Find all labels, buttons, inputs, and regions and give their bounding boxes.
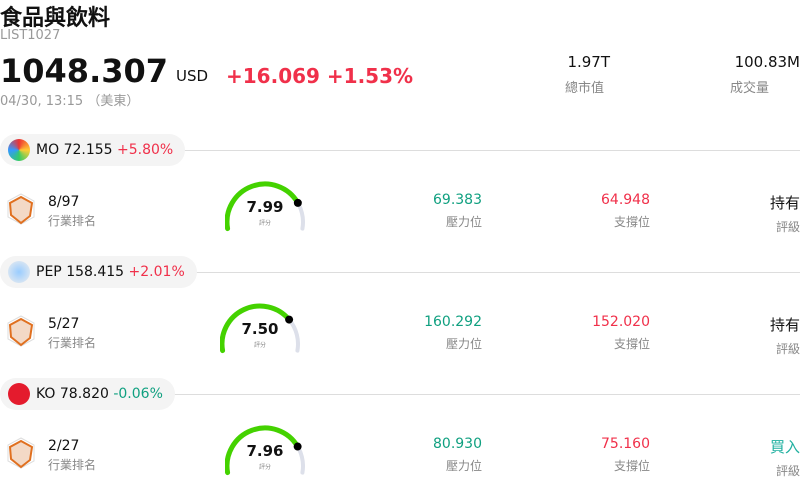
stock-header-pep: PEP 158.415 +2.01% [0,256,800,288]
company-logo-icon [8,139,30,161]
stock-pill[interactable]: MO 72.155 +5.80% [0,134,186,166]
volume-label: 成交量 [730,81,770,96]
rating-label: 評級 [775,220,800,234]
rating-value: 持有 [769,194,800,212]
stock-change: +5.80% [117,142,174,158]
stock-price: 72.155 [63,142,113,158]
gauge-marker [293,198,302,207]
industry-rank: 8/97 行業排名 [48,194,96,229]
support-value: 152.020 [592,314,650,330]
rating: 買入 評級 [770,436,800,479]
score-value: 7.99 [246,198,284,216]
volume: 100.83M 成交量 [720,53,800,96]
page-title: 食品與飲料 [0,6,111,31]
rank-value: 8/97 [48,194,80,210]
rank-label: 行業排名 [48,214,97,228]
stock-pill[interactable]: PEP 158.415 +2.01% [0,256,197,288]
score-gauge [225,425,305,476]
price-change: +16.069 +1.53% [226,64,413,88]
rank-value: 2/27 [48,438,80,454]
index-price: 1048.307 [0,52,169,90]
change-percent: +1.53% [326,64,414,88]
market-cap: 1.97T 總市值 [540,53,610,96]
score-value: 7.96 [246,442,284,460]
support-label: 支撐位 [613,215,650,229]
score-gauge [225,181,305,232]
rating-label: 評級 [775,464,800,478]
timestamp: 04/30, 13:15 （美東） [0,94,140,109]
resistance-value: 69.383 [433,192,482,208]
resistance: 160.292 壓力位 [424,314,482,352]
rating-label: 評級 [775,342,800,356]
rank-label: 行業排名 [48,336,97,350]
rating: 持有 評級 [770,192,800,235]
rank-label: 行業排名 [48,458,97,472]
stock-symbol: KO [36,386,56,402]
support-label: 支撐位 [613,337,650,351]
divider [150,272,800,273]
score-value: 7.50 [241,320,279,338]
stock-row[interactable]: 8/97 行業排名 7.99 評分 69.383 壓力位 64.948 支撐位 持有評… [0,181,800,244]
divider [150,394,800,395]
score-gauge [220,303,300,354]
resistance-label: 壓力位 [445,459,482,473]
gauge-marker [293,442,302,451]
support: 152.020 支撐位 [592,314,650,352]
stock-change: -0.06% [113,386,163,402]
rank-value: 5/27 [48,316,80,332]
company-logo-icon [8,383,30,405]
industry-rank: 5/27 行業排名 [48,316,96,351]
volume-value: 100.83M [734,53,800,71]
company-logo-icon [8,261,30,283]
radar-shield-icon [7,315,35,347]
radar-shield-icon [7,437,35,469]
stock-row[interactable]: 2/27 行業排名 7.96 評分 80.930 壓力位 75.160 支撐位 買入評… [0,425,800,488]
resistance-label: 壓力位 [445,215,482,229]
gauge-marker [285,315,294,324]
support-value: 64.948 [601,192,650,208]
resistance: 69.383 壓力位 [433,192,482,230]
gauge-fill [220,303,292,354]
rating: 持有 評級 [770,314,800,357]
resistance-value: 160.292 [424,314,482,330]
stock-symbol: MO [36,142,60,158]
stock-header-mo: MO 72.155 +5.80% [0,134,800,166]
support: 64.948 支撐位 [601,192,650,230]
support-label: 支撐位 [613,459,650,473]
industry-rank: 2/27 行業排名 [48,438,96,473]
resistance-label: 壓力位 [445,337,482,351]
market-cap-value: 1.97T [567,53,610,71]
stock-price: 158.415 [66,264,125,280]
support: 75.160 支撐位 [601,436,650,474]
stock-symbol: PEP [36,264,62,280]
score-label: 評分 [253,342,266,349]
resistance-value: 80.930 [433,436,482,452]
change-value: +16.069 [226,64,320,88]
support-value: 75.160 [601,436,650,452]
list-code: LIST1027 [0,28,61,43]
score-label: 評分 [258,464,271,471]
rating-value: 持有 [769,316,800,334]
score-label: 評分 [258,220,271,227]
stock-price: 78.820 [59,386,109,402]
stock-change: +2.01% [128,264,185,280]
stock-header-ko: KO 78.820 -0.06% [0,378,800,410]
gauge-fill [225,181,301,232]
divider [150,150,800,151]
stock-row[interactable]: 5/27 行業排名 7.50 評分 160.292 壓力位 152.020 支撐位 持… [0,303,800,366]
rating-value: 買入 [769,438,800,456]
resistance: 80.930 壓力位 [433,436,482,474]
market-cap-label: 總市值 [565,81,605,96]
stock-pill[interactable]: KO 78.820 -0.06% [0,378,175,410]
gauge-fill [225,425,301,476]
currency: USD [176,67,209,85]
radar-shield-icon [7,193,35,225]
